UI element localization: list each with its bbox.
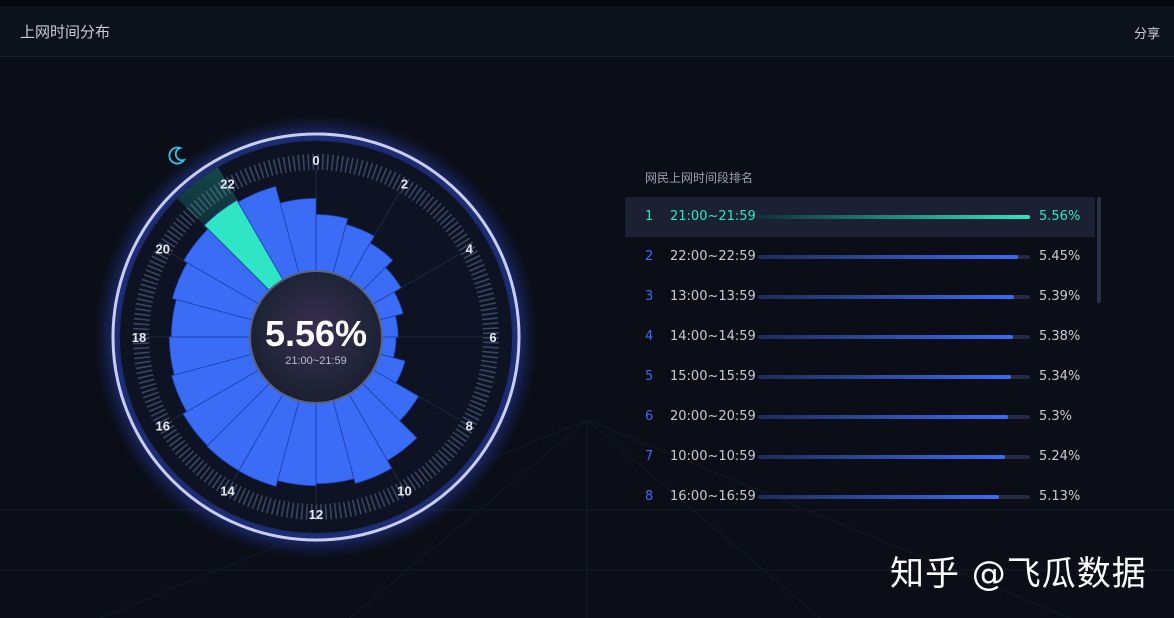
top-strip	[0, 0, 1174, 6]
ranking-row[interactable]: 1 21:00~21:59 5.56%	[625, 197, 1095, 237]
rank-bar-track	[758, 455, 1030, 459]
rank-time-range: 20:00~20:59	[670, 409, 756, 424]
rank-bar-fill	[758, 375, 1011, 379]
ranking-row[interactable]: 7 10:00~10:59 5.24%	[625, 437, 1095, 477]
rank-bar-fill	[758, 295, 1015, 299]
rank-value: 5.56%	[1039, 209, 1081, 224]
ranking-row[interactable]: 3 13:00~13:59 5.39%	[625, 277, 1095, 317]
rank-time-range: 14:00~14:59	[670, 329, 756, 344]
hour-tick-label: 8	[466, 419, 473, 434]
rank-time-range: 10:00~10:59	[670, 449, 756, 464]
rank-value: 5.39%	[1039, 289, 1081, 304]
rank-value: 5.45%	[1039, 249, 1081, 264]
hour-tick-label: 6	[489, 330, 496, 345]
ranking-list: 1 21:00~21:59 5.56% 2 22:00~22:59 5.45% 3 13:00…	[625, 197, 1095, 517]
ranking-scrollbar[interactable]	[1097, 197, 1101, 303]
hour-tick-label: 16	[155, 419, 169, 434]
rank-bar-track	[758, 255, 1030, 259]
rank-time-range: 21:00~21:59	[670, 209, 756, 224]
ranking-row[interactable]: 6 20:00~20:59 5.3%	[625, 397, 1095, 437]
hour-tick-label: 20	[155, 242, 169, 257]
chart-bars	[168, 167, 420, 487]
hour-ticks: 0 2 4 6 8 10 12 14 16 18 20 22	[132, 153, 497, 522]
rank-bar-fill	[758, 415, 1009, 419]
panel-header: 上网时间分布 分享	[0, 6, 1174, 57]
hour-tick-label: 14	[220, 483, 235, 498]
hour-tick-label: 12	[309, 507, 323, 522]
panel-title: 上网时间分布	[20, 23, 111, 41]
hour-tick-label: 0	[312, 153, 319, 168]
rank-number: 4	[645, 329, 654, 344]
rank-number: 7	[645, 449, 654, 464]
rank-bar-track	[758, 495, 1030, 499]
rank-bar-fill	[758, 495, 999, 499]
rank-number: 3	[645, 289, 654, 304]
rank-time-range: 15:00~15:59	[670, 369, 756, 384]
share-button[interactable]: 分享	[1133, 27, 1160, 42]
hour-tick-label: 22	[220, 177, 234, 192]
rank-value: 5.38%	[1039, 329, 1081, 344]
rank-bar-fill	[758, 215, 1030, 219]
rank-bar-track	[758, 375, 1030, 379]
center-disc	[249, 270, 383, 404]
rank-bar-fill	[758, 455, 1005, 459]
ranking-row[interactable]: 8 16:00~16:59 5.13%	[625, 477, 1095, 517]
hour-tick-label: 18	[132, 330, 146, 345]
ranking-title: 网民上网时间段排名	[645, 171, 754, 185]
center-value: 5.56%	[265, 313, 367, 354]
hour-tick-label: 4	[466, 242, 474, 257]
rank-time-range: 22:00~22:59	[670, 249, 756, 264]
rank-bar-track	[758, 415, 1030, 419]
rank-bar-track	[758, 295, 1030, 299]
hour-tick-label: 10	[397, 483, 411, 498]
rank-bar-fill	[758, 335, 1014, 339]
rank-bar-track	[758, 215, 1030, 219]
radial-chart: 0 2 4 6 8 10 12 14 16 18 20 22 5.56% 21:00~21:59	[94, 115, 538, 559]
rank-number: 8	[645, 489, 654, 504]
ranking-row[interactable]: 5 15:00~15:59 5.34%	[625, 357, 1095, 397]
rank-time-range: 13:00~13:59	[670, 289, 756, 304]
hour-tick-label: 2	[401, 177, 408, 192]
rank-value: 5.3%	[1039, 409, 1073, 424]
rank-value: 5.24%	[1039, 449, 1081, 464]
rank-bar-track	[758, 335, 1030, 339]
ranking-row[interactable]: 4 14:00~14:59 5.38%	[625, 317, 1095, 357]
watermark-text: 知乎 @飞瓜数据	[890, 554, 1147, 594]
outer-ring	[111, 132, 521, 542]
rank-value: 5.34%	[1039, 369, 1081, 384]
rank-number: 6	[645, 409, 654, 424]
rank-time-range: 16:00~16:59	[670, 489, 756, 504]
rank-number: 5	[645, 369, 654, 384]
rank-number: 2	[645, 249, 654, 264]
dot-ring	[133, 154, 499, 520]
rank-bar-fill	[758, 255, 1019, 259]
rank-number: 1	[645, 209, 654, 224]
center-range: 21:00~21:59	[285, 355, 346, 367]
ranking-row[interactable]: 2 22:00~22:59 5.45%	[625, 237, 1095, 277]
moon-icon	[168, 146, 187, 165]
rank-value: 5.13%	[1039, 489, 1081, 504]
